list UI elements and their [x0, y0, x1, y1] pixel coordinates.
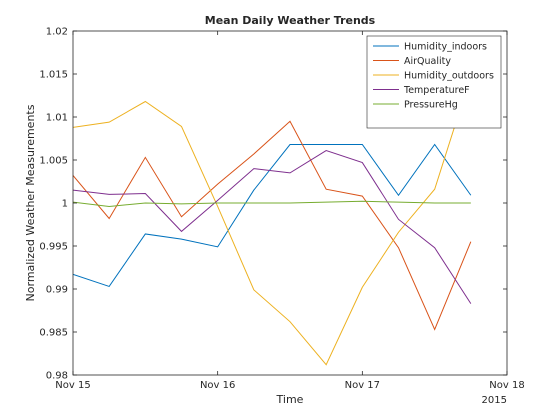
- series-layer: [73, 75, 472, 366]
- x-axis-secondary-label: 2015: [482, 395, 507, 406]
- legend-entries: Humidity_indoors AirQuality Humidity_outdo…: [373, 42, 494, 111]
- legend-label: PressureHg: [404, 100, 458, 111]
- ticks-layer: 0.98 0.985 0.99 0.995 1 1.005 1.01 1.015 1.02 Nov…: [39, 27, 524, 392]
- legend-box: [366, 35, 502, 129]
- chart-title: Mean Daily Weather Trends: [205, 14, 376, 27]
- x-tick-label: Nov 17: [345, 380, 380, 391]
- y-axis-label: Normalized Weather Measurements: [24, 104, 37, 301]
- y-tick-label: 0.985: [39, 328, 68, 339]
- x-tick-label: Nov 15: [55, 380, 90, 391]
- y-tick-label: 0.995: [39, 242, 68, 253]
- y-tick-label: 1.005: [39, 156, 68, 167]
- series-line-0: [73, 143, 472, 288]
- x-axis-label: Time: [276, 393, 304, 406]
- x-tick-label: Nov 16: [200, 380, 235, 391]
- x-tick-label: Nov 18: [489, 380, 524, 391]
- series-line-3: [73, 149, 472, 304]
- y-tick-label: 1.02: [46, 27, 68, 38]
- series-line-2: [73, 75, 472, 366]
- legend: Humidity_indoors AirQuality Humidity_outdo…: [366, 35, 502, 129]
- legend-label: Humidity_indoors: [404, 42, 487, 53]
- series-line-4: [73, 200, 471, 207]
- series-line-1: [73, 120, 472, 331]
- y-tick-label: 0.98: [46, 371, 68, 382]
- legend-label: AirQuality: [404, 56, 451, 67]
- y-tick-label: 1: [62, 199, 68, 210]
- y-tick-label: 0.99: [46, 285, 68, 296]
- y-tick-label: 1.015: [39, 70, 68, 81]
- legend-label: Humidity_outdoors: [404, 71, 494, 82]
- legend-label: TemperatureF: [403, 85, 470, 96]
- y-tick-label: 1.01: [46, 113, 68, 124]
